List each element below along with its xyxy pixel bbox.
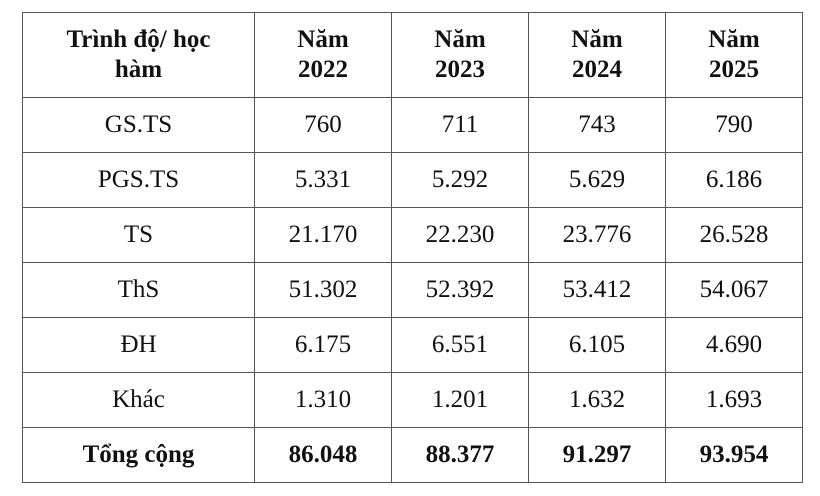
cell-value: 6.175: [254, 317, 392, 373]
header-qualification: Trình độ/ học hàm: [22, 12, 255, 98]
cell-value: 91.297: [528, 427, 666, 483]
cell-value: 1.632: [528, 372, 666, 428]
cell-value: 21.170: [254, 207, 392, 263]
cell-value: 1.310: [254, 372, 392, 428]
row-label: Tổng cộng: [22, 427, 255, 483]
header-row: Trình độ/ học hàm Năm 2022 Năm 2023 Năm …: [22, 12, 803, 98]
header-2023: Năm 2023: [391, 12, 529, 98]
cell-value: 760: [254, 97, 392, 153]
row-label: Khác: [22, 372, 255, 428]
table-row: Khác 1.310 1.201 1.632 1.693: [22, 372, 803, 428]
cell-value: 6.186: [665, 152, 803, 208]
table-row: ĐH 6.175 6.551 6.105 4.690: [22, 317, 803, 373]
cell-value: 1.693: [665, 372, 803, 428]
cell-value: 790: [665, 97, 803, 153]
row-label: TS: [22, 207, 255, 263]
cell-value: 5.331: [254, 152, 392, 208]
table-row: TS 21.170 22.230 23.776 26.528: [22, 207, 803, 263]
row-label: ĐH: [22, 317, 255, 373]
row-label: ThS: [22, 262, 255, 318]
cell-value: 6.551: [391, 317, 529, 373]
table-row: GS.TS 760 711 743 790: [22, 97, 803, 153]
cell-value: 22.230: [391, 207, 529, 263]
header-2022: Năm 2022: [254, 12, 392, 98]
cell-value: 86.048: [254, 427, 392, 483]
row-label: PGS.TS: [22, 152, 255, 208]
cell-value: 711: [391, 97, 529, 153]
cell-value: 23.776: [528, 207, 666, 263]
cell-value: 1.201: [391, 372, 529, 428]
cell-value: 26.528: [665, 207, 803, 263]
cell-value: 54.067: [665, 262, 803, 318]
cell-value: 5.629: [528, 152, 666, 208]
table-row: PGS.TS 5.331 5.292 5.629 6.186: [22, 152, 803, 208]
table-row: ThS 51.302 52.392 53.412 54.067: [22, 262, 803, 318]
cell-value: 93.954: [665, 427, 803, 483]
staff-qualification-table: Trình độ/ học hàm Năm 2022 Năm 2023 Năm …: [22, 12, 803, 483]
cell-value: 5.292: [391, 152, 529, 208]
cell-value: 743: [528, 97, 666, 153]
header-2025: Năm 2025: [665, 12, 803, 98]
row-label: GS.TS: [22, 97, 255, 153]
cell-value: 6.105: [528, 317, 666, 373]
cell-value: 4.690: [665, 317, 803, 373]
cell-value: 53.412: [528, 262, 666, 318]
cell-value: 52.392: [391, 262, 529, 318]
cell-value: 88.377: [391, 427, 529, 483]
header-2024: Năm 2024: [528, 12, 666, 98]
total-row: Tổng cộng 86.048 88.377 91.297 93.954: [22, 427, 803, 483]
cell-value: 51.302: [254, 262, 392, 318]
